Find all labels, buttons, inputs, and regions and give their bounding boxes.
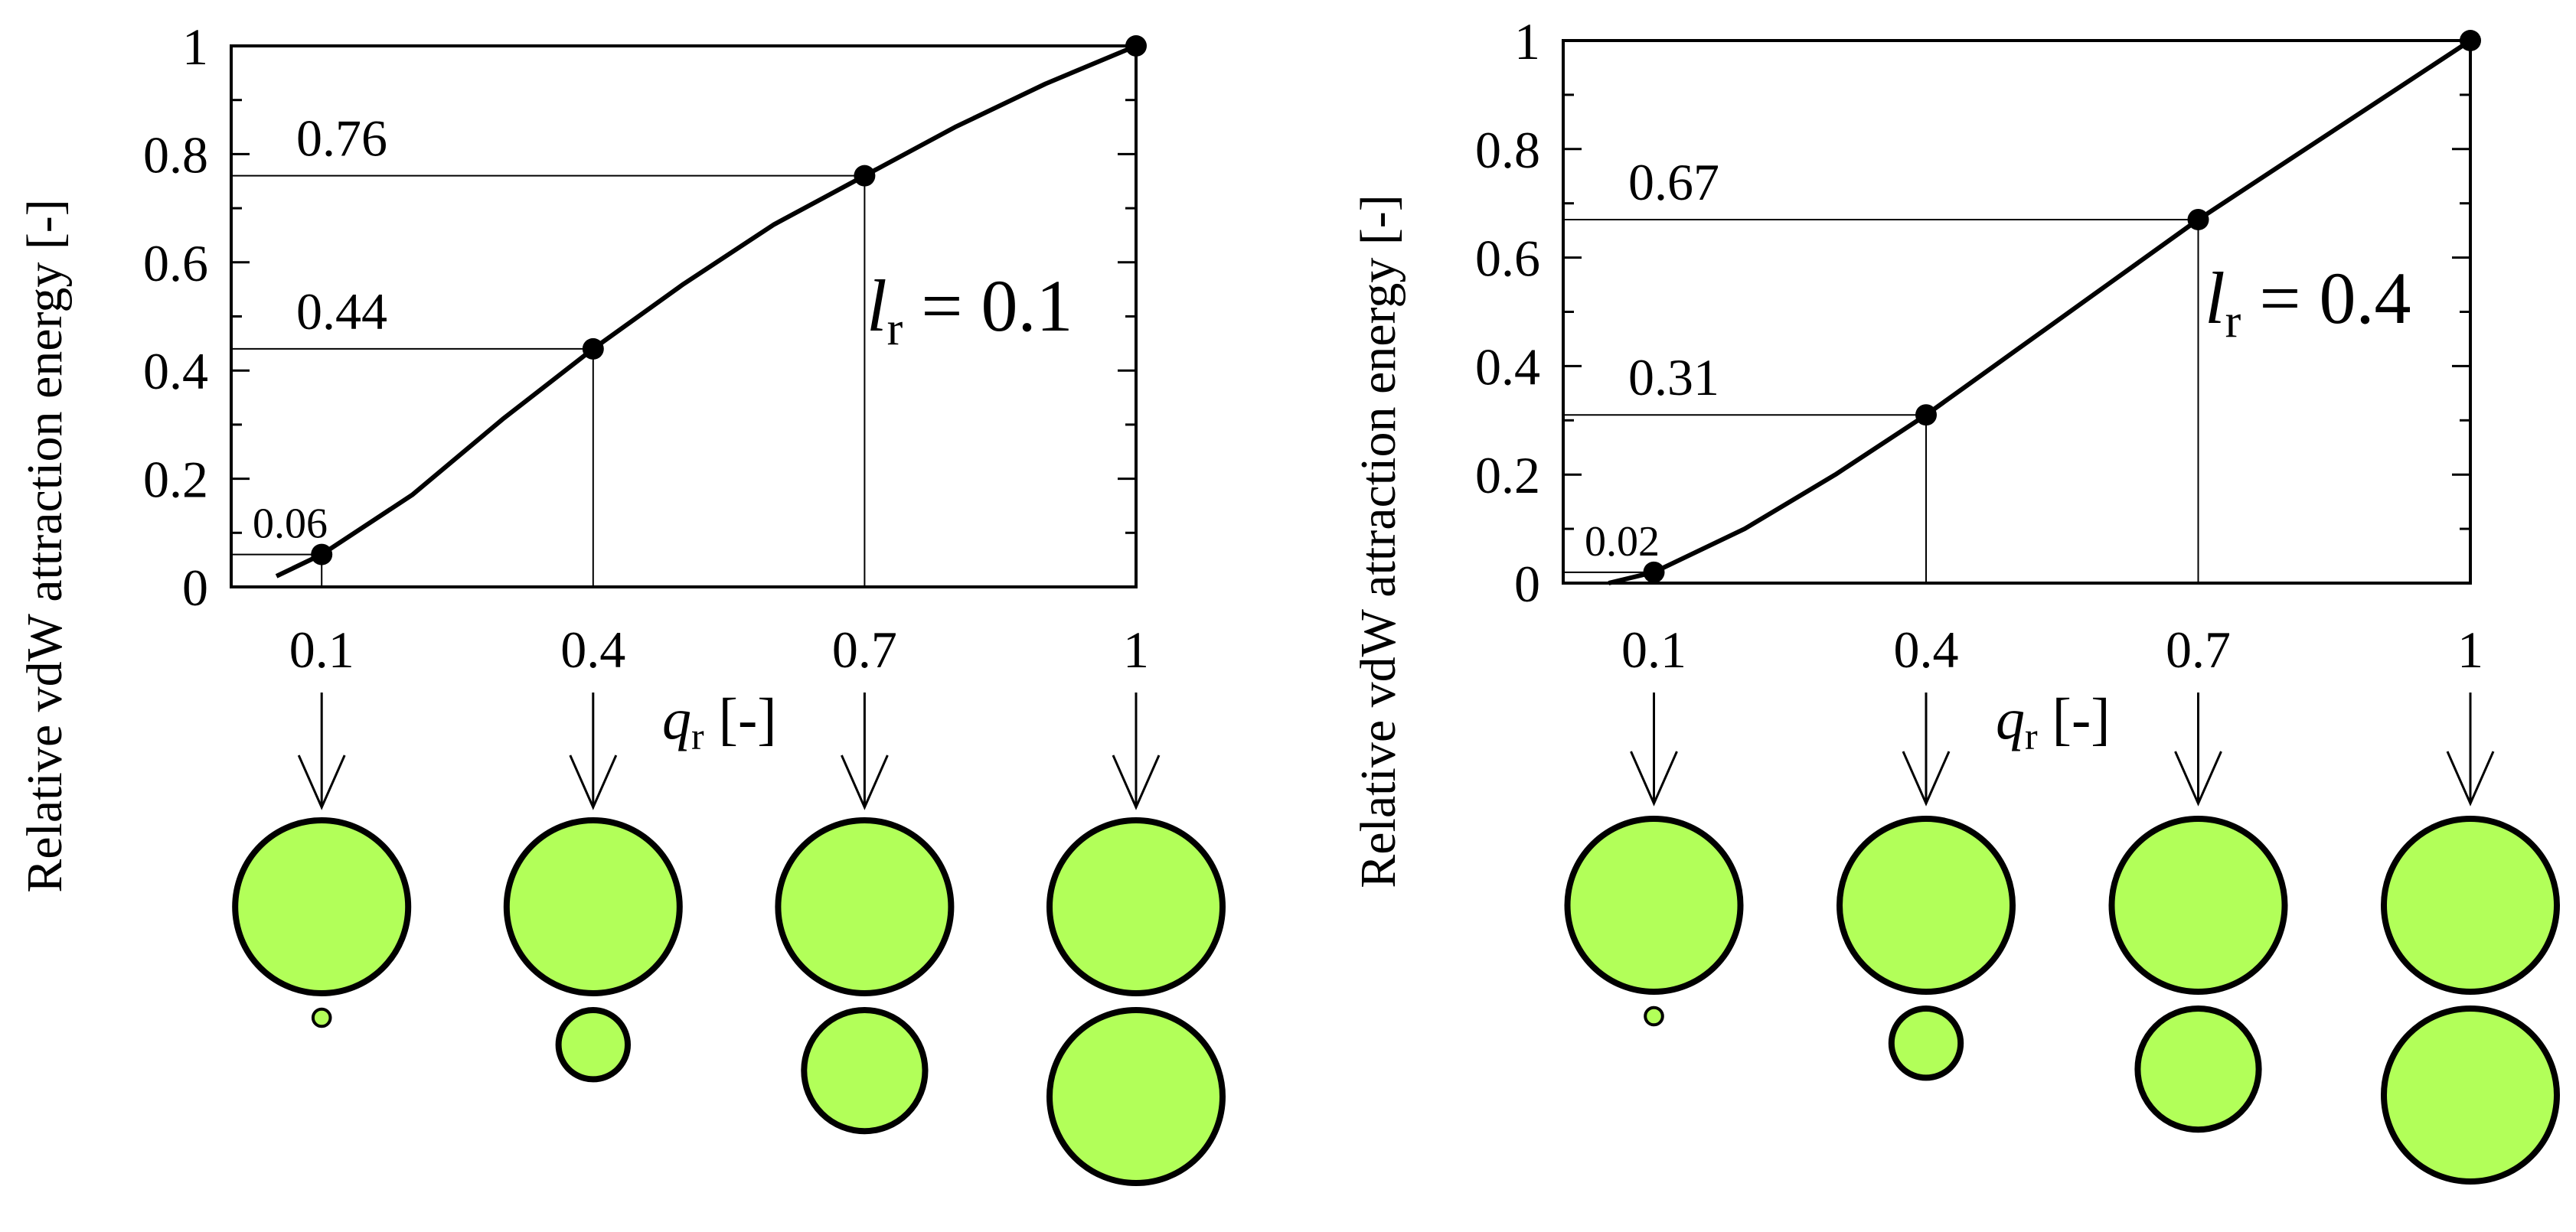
x-tick-label: 0.1 — [1621, 621, 1686, 679]
x-axis-unit: [-] — [2038, 687, 2111, 751]
y-tick-label: 1 — [1514, 12, 1540, 70]
down-arrow-head — [1902, 751, 1951, 807]
large-particle — [503, 817, 683, 996]
energy-curve — [275, 44, 1138, 579]
x-tick-label: 0.7 — [832, 621, 897, 679]
x-axis-symbol: q — [1996, 687, 2025, 751]
y-tick-label: 0.6 — [1475, 230, 1540, 288]
x-axis-label: qr [-] — [662, 687, 777, 758]
data-point — [582, 337, 604, 360]
y-tick-label: 0.2 — [1475, 446, 1540, 504]
data-point — [2460, 30, 2481, 51]
data-point — [1125, 35, 1147, 57]
y-tick-label: 0.4 — [1475, 337, 1540, 396]
point-value-label: 0.44 — [296, 282, 387, 341]
x-axis-symbol: q — [662, 687, 691, 751]
data-point — [1643, 561, 1665, 583]
large-particle — [775, 817, 955, 996]
y-tick-label: 0.8 — [143, 125, 208, 184]
lr-annotation: lr = 0.4 — [2205, 257, 2411, 347]
small-particle — [1888, 1005, 1964, 1081]
x-tick-label: 0.4 — [560, 621, 625, 679]
data-point — [854, 165, 876, 187]
large-particle — [2381, 816, 2560, 995]
down-arrow-head — [2174, 751, 2222, 807]
x-tick-label: 0.1 — [289, 621, 354, 679]
point-value-label: 0.31 — [1628, 348, 1719, 406]
large-particle — [232, 817, 412, 996]
energy-curve — [1608, 38, 2472, 585]
large-particle — [1046, 817, 1226, 996]
y-tick-label: 0 — [1514, 555, 1540, 613]
x-axis-label: qr [-] — [1996, 687, 2111, 758]
down-arrow-head — [297, 755, 346, 810]
x-tick-label: 0.4 — [1894, 621, 1959, 679]
lr-annotation: lr = 0.1 — [867, 265, 1073, 355]
x-tick-label: 1 — [1123, 621, 1149, 679]
large-particle — [2108, 816, 2288, 995]
down-arrow-head — [2446, 751, 2495, 807]
lr-value: = 0.4 — [2241, 257, 2411, 339]
panel-left: 0 0.2 0.4 0.6 0.8 1 0.1 0.4 0.7 1 Relative vdW att… — [17, 18, 1226, 1186]
y-tick-label: 0.6 — [143, 234, 208, 292]
x-tick-label: 0.7 — [2166, 621, 2231, 679]
y-tick-label: 1 — [182, 18, 208, 76]
panel-right: 0 0.2 0.4 0.6 0.8 1 0.1 0.4 0.7 1 Relative vdW att… — [1350, 12, 2560, 1185]
small-particle — [2134, 1005, 2262, 1133]
lr-symbol: l — [2205, 257, 2225, 339]
lr-subscript: r — [887, 303, 903, 355]
x-axis-unit: [-] — [704, 687, 777, 751]
down-arrow-head — [841, 755, 889, 810]
y-tick-label: 0.2 — [143, 451, 208, 509]
data-point — [311, 543, 333, 565]
point-value-label: 0.02 — [1585, 518, 1660, 565]
small-particle — [555, 1007, 631, 1083]
small-particle — [1046, 1007, 1226, 1186]
small-particle — [1644, 1005, 1664, 1027]
x-axis-subscript: r — [2025, 715, 2038, 758]
small-particle — [801, 1007, 929, 1135]
x-tick-label: 1 — [2457, 621, 2483, 679]
large-particle — [1564, 816, 1744, 995]
data-point — [2187, 208, 2209, 230]
y-tick-label: 0.4 — [143, 342, 208, 400]
small-particle — [311, 1007, 332, 1028]
data-point — [1915, 404, 1937, 426]
lr-symbol: l — [867, 265, 887, 347]
lr-value: = 0.1 — [903, 265, 1073, 347]
x-axis-subscript: r — [691, 715, 704, 758]
point-value-label: 0.67 — [1628, 153, 1719, 211]
small-particle — [2381, 1005, 2560, 1185]
lr-subscript: r — [2225, 295, 2241, 347]
y-tick-label: 0 — [182, 559, 208, 617]
y-tick-label: 0.8 — [1475, 121, 1540, 179]
down-arrow-head — [569, 755, 618, 810]
down-arrow-head — [1630, 751, 1678, 807]
point-value-label: 0.06 — [253, 500, 328, 548]
point-value-label: 0.76 — [296, 109, 387, 168]
y-axis-label: Relative vdW attraction energy [-] — [1350, 194, 1406, 888]
y-axis-label: Relative vdW attraction energy [-] — [17, 199, 73, 893]
large-particle — [1837, 816, 2016, 995]
down-arrow-head — [1112, 755, 1161, 810]
